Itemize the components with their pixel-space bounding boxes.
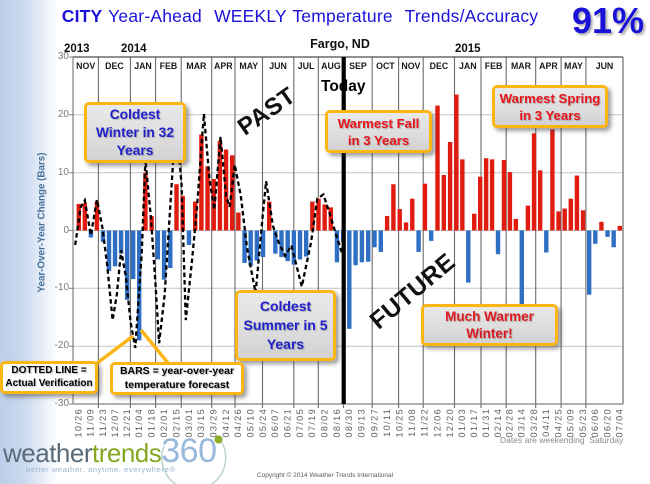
- svg-text:09/27: 09/27: [369, 408, 379, 438]
- svg-text:11/23: 11/23: [98, 408, 108, 437]
- svg-text:10/26: 10/26: [74, 408, 84, 438]
- svg-text:10/25: 10/25: [395, 408, 405, 438]
- svg-text:03/28: 03/28: [529, 408, 539, 438]
- svg-text:JUL: JUL: [298, 61, 315, 71]
- svg-text:08/02: 08/02: [320, 408, 330, 438]
- svg-text:02/28: 02/28: [505, 408, 515, 438]
- svg-text:MAY: MAY: [239, 61, 258, 71]
- svg-text:07/19: 07/19: [307, 408, 317, 438]
- svg-text:05/23: 05/23: [578, 408, 588, 438]
- svg-text:AUG: AUG: [321, 61, 341, 71]
- svg-text:JAN: JAN: [459, 61, 477, 71]
- svg-text:12/21: 12/21: [122, 408, 132, 438]
- svg-text:JAN: JAN: [134, 61, 152, 71]
- svg-text:04/25: 04/25: [553, 408, 563, 438]
- svg-text:FEB: FEB: [160, 61, 178, 71]
- svg-text:11/22: 11/22: [420, 408, 430, 437]
- svg-text:01/17: 01/17: [469, 408, 479, 438]
- svg-text:07/05: 07/05: [295, 408, 305, 438]
- svg-text:03/29: 03/29: [209, 408, 219, 438]
- svg-text:02/14: 02/14: [493, 408, 503, 438]
- svg-text:OCT: OCT: [376, 61, 395, 71]
- svg-text:06/06: 06/06: [590, 408, 600, 438]
- svg-text:12/06: 12/06: [432, 408, 442, 438]
- svg-text:12/07: 12/07: [110, 408, 120, 438]
- svg-text:11/08: 11/08: [407, 408, 417, 437]
- svg-text:09/13: 09/13: [357, 408, 367, 438]
- svg-text:01/04: 01/04: [134, 408, 144, 438]
- svg-text:01/18: 01/18: [146, 408, 156, 438]
- svg-text:JUN: JUN: [269, 61, 287, 71]
- svg-text:04/26: 04/26: [233, 408, 243, 438]
- svg-text:04/11: 04/11: [541, 408, 551, 437]
- svg-text:DEC: DEC: [105, 61, 124, 71]
- svg-text:MAY: MAY: [564, 61, 583, 71]
- svg-text:APR: APR: [214, 61, 233, 71]
- svg-text:05/09: 05/09: [566, 408, 576, 438]
- svg-text:05/10: 05/10: [246, 408, 256, 438]
- svg-text:06/21: 06/21: [283, 408, 293, 438]
- svg-text:02/15: 02/15: [171, 408, 181, 438]
- svg-text:NOV: NOV: [76, 61, 95, 71]
- svg-text:01/03: 01/03: [457, 408, 467, 438]
- svg-text:FEB: FEB: [485, 61, 503, 71]
- svg-text:10/11: 10/11: [382, 408, 392, 437]
- svg-text:11/09: 11/09: [86, 408, 96, 437]
- svg-text:APR: APR: [539, 61, 558, 71]
- svg-text:05/24: 05/24: [258, 408, 268, 438]
- svg-text:03/15: 03/15: [196, 408, 206, 438]
- svg-text:03/14: 03/14: [517, 408, 527, 438]
- svg-text:DEC: DEC: [430, 61, 449, 71]
- svg-text:06/20: 06/20: [602, 408, 612, 438]
- svg-text:04/12: 04/12: [221, 408, 231, 438]
- svg-text:NOV: NOV: [401, 61, 420, 71]
- svg-text:JUN: JUN: [596, 61, 614, 71]
- svg-text:08/16: 08/16: [332, 408, 342, 438]
- svg-text:SEP: SEP: [349, 61, 367, 71]
- svg-text:02/01: 02/01: [159, 408, 169, 438]
- svg-text:01/31: 01/31: [481, 408, 491, 438]
- svg-text:06/07: 06/07: [270, 408, 280, 438]
- svg-text:12/20: 12/20: [445, 408, 455, 438]
- svg-text:03/01: 03/01: [184, 408, 194, 438]
- svg-text:08/30: 08/30: [344, 408, 354, 438]
- svg-text:07/04: 07/04: [615, 408, 625, 438]
- svg-text:MAR: MAR: [511, 61, 532, 71]
- svg-text:MAR: MAR: [186, 61, 207, 71]
